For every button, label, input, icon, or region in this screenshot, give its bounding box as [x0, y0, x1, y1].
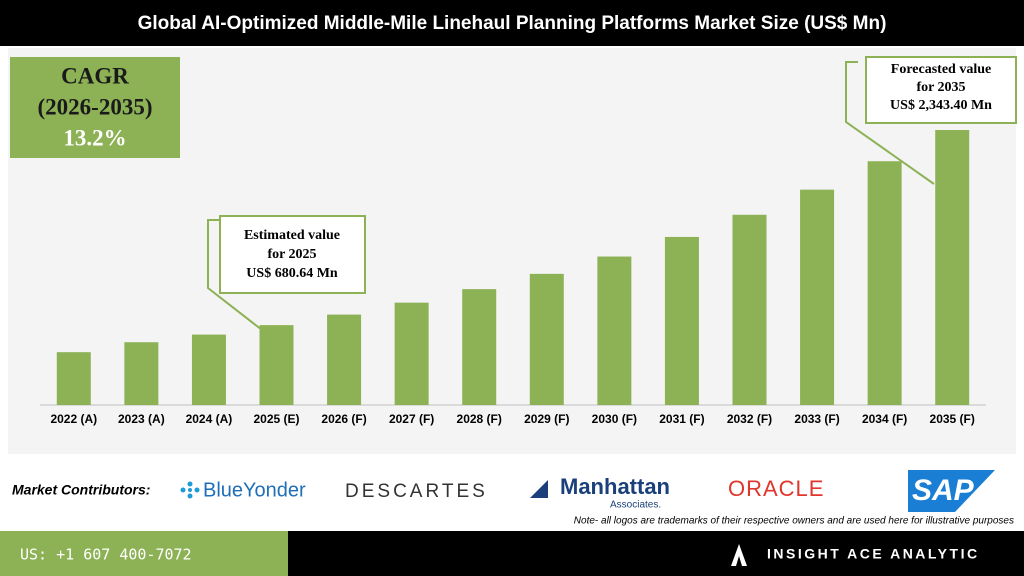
bar: [732, 214, 767, 405]
callout-line: [845, 61, 935, 185]
x-tick-label: 2028 (F): [457, 412, 502, 426]
title-bar: [0, 0, 1024, 46]
chart-title: Global AI-Optimized Middle-Mile Linehaul…: [138, 13, 887, 34]
sap-shape: [908, 470, 995, 512]
cagr-value: 13.2%: [63, 125, 126, 150]
x-tick-label: 2031 (F): [659, 412, 704, 426]
annotation-box: [865, 56, 1017, 124]
bar: [191, 334, 226, 405]
logo-text: BlueYonder: [203, 479, 306, 501]
x-tick-label: 2026 (F): [321, 412, 366, 426]
cagr-label: CAGR: [61, 63, 129, 88]
bar: [597, 256, 632, 405]
annotation-text: for 2035: [916, 80, 965, 95]
logo-text: Manhattan: [560, 474, 670, 499]
bar: [800, 189, 835, 405]
callout-line: [207, 219, 263, 331]
footnote: Note- all logos are trademarks of their …: [574, 516, 1014, 527]
x-tick-label: 2030 (F): [592, 412, 637, 426]
annotation-box: [219, 215, 366, 294]
x-tick-label: 2032 (F): [727, 412, 772, 426]
x-tick-label: 2024 (A): [186, 412, 233, 426]
manhattan-icon: [530, 480, 548, 498]
bar: [867, 161, 902, 405]
logo-text: DESCARTES: [345, 481, 488, 502]
annotation-text: for 2025: [267, 247, 316, 262]
bar: [56, 352, 91, 405]
x-tick-label: 2025 (E): [253, 412, 299, 426]
x-tick-label: 2023 (A): [118, 412, 165, 426]
x-tick-label: 2029 (F): [524, 412, 569, 426]
blueyonder-icon: [180, 481, 200, 499]
cagr-box: [10, 57, 180, 158]
annotation-text: Forecasted value: [891, 62, 991, 77]
x-tick-label: 2035 (F): [930, 412, 975, 426]
x-tick-label: 2027 (F): [389, 412, 434, 426]
annotation-text: Estimated value: [244, 228, 340, 243]
phone-box: [0, 531, 288, 576]
contributors-label: Market Contributors:: [12, 482, 150, 498]
cagr-period: (2026-2035): [38, 94, 153, 119]
bar: [259, 325, 294, 405]
bar: [462, 289, 497, 405]
x-tick-label: 2034 (F): [862, 412, 907, 426]
bar: [327, 314, 362, 405]
brand-icon: [731, 544, 747, 566]
x-tick-label: 2022 (A): [50, 412, 97, 426]
bar: [124, 342, 159, 405]
brand-name: INSIGHT ACE ANALYTIC: [767, 546, 980, 562]
annotation-text: US$ 680.64 Mn: [246, 266, 338, 281]
bar: [664, 236, 699, 405]
bar: [394, 302, 429, 405]
bar: [935, 130, 970, 405]
annotation-text: US$ 2,343.40 Mn: [890, 98, 992, 113]
x-tick-label: 2033 (F): [794, 412, 839, 426]
logo-text: ORACLE: [728, 476, 824, 501]
logo-text: Associates.: [610, 500, 661, 511]
bar: [529, 273, 564, 405]
phone: US: +1 607 400-7072: [20, 546, 192, 564]
logo-text: SAP: [912, 474, 975, 507]
